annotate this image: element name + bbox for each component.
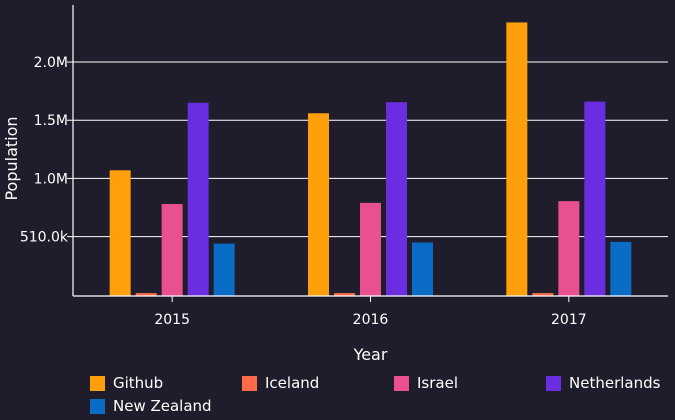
x-tick-label: 2017 — [551, 312, 587, 328]
bar-github-2017[interactable] — [506, 22, 528, 297]
legend-item-new-zealand[interactable]: New Zealand — [90, 396, 242, 416]
legend-item-iceland[interactable]: Iceland — [242, 373, 394, 393]
bar-github-2016[interactable] — [308, 113, 329, 296]
legend-swatch — [242, 375, 257, 391]
x-tick-label: 2015 — [154, 312, 190, 328]
legend: Github Iceland Israel Netherlands New Zealan… — [90, 373, 670, 416]
y-axis-title: Population — [2, 116, 21, 200]
bar-netherlands-2015[interactable] — [187, 102, 209, 296]
bar-iceland-2015[interactable] — [135, 293, 157, 296]
legend-label: Netherlands — [569, 374, 661, 392]
bar-netherlands-2017[interactable] — [584, 101, 606, 296]
legend-label: Iceland — [265, 374, 320, 392]
legend-swatch — [90, 398, 105, 414]
legend-label: Github — [113, 374, 164, 392]
legend-item-netherlands[interactable]: Netherlands — [546, 373, 670, 393]
legend-item-github[interactable]: Github — [90, 373, 242, 393]
bars — [109, 22, 632, 297]
bar-github-2015[interactable] — [109, 170, 131, 296]
legend-label: Israel — [417, 374, 458, 392]
y-tick-label: 2.0M — [34, 55, 68, 71]
y-tick-label: 510.0k — [20, 230, 69, 246]
y-tick-label: 1.5M — [34, 113, 68, 129]
bar-iceland-2017[interactable] — [532, 293, 554, 296]
legend-swatch — [394, 375, 409, 391]
bar-israel-2015[interactable] — [161, 204, 183, 296]
bar-netherlands-2016[interactable] — [386, 102, 407, 296]
legend-swatch — [90, 375, 105, 391]
bar-israel-2017[interactable] — [558, 201, 580, 296]
legend-label: New Zealand — [113, 397, 212, 415]
legend-item-israel[interactable]: Israel — [394, 373, 546, 393]
bar-iceland-2016[interactable] — [334, 293, 355, 296]
bar-israel-2016[interactable] — [360, 202, 381, 296]
bar-new-zealand-2015[interactable] — [213, 243, 235, 296]
bar-new-zealand-2016[interactable] — [412, 242, 433, 296]
x-tick-labels: 2015 2016 2017 — [154, 296, 587, 328]
y-tick-label: 1.0M — [34, 171, 68, 187]
x-tick-label: 2016 — [353, 312, 389, 328]
bar-new-zealand-2017[interactable] — [610, 241, 632, 296]
x-axis-title: Year — [353, 345, 388, 364]
legend-swatch — [546, 375, 561, 391]
y-tick-labels: 510.0k 1.0M 1.5M 2.0M — [20, 55, 69, 246]
